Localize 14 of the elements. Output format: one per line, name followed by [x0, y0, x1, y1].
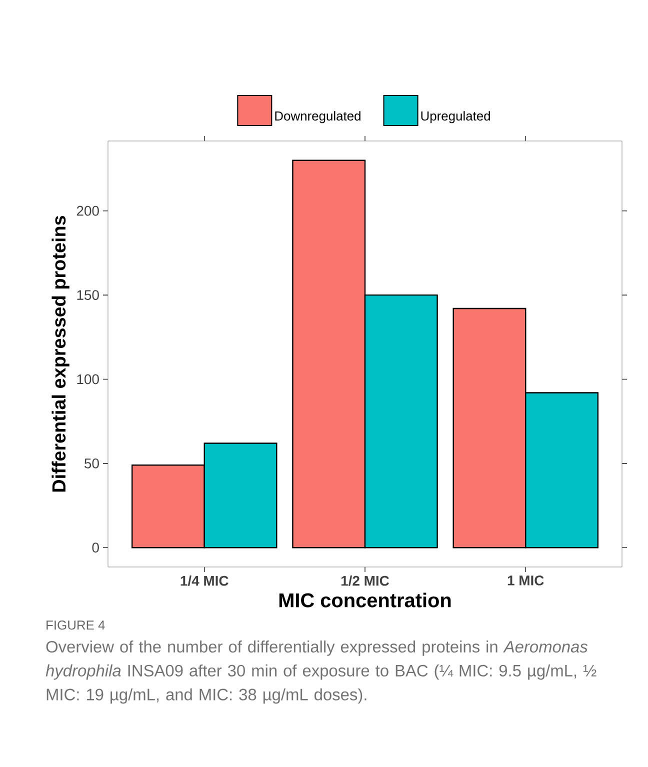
y-tick-label: 100 — [77, 374, 99, 384]
y-tick-label: 200 — [76, 206, 99, 216]
y-tick-label: 150 — [77, 290, 99, 300]
text: Overview of the number of differentially expressed proteins in Aeromonas hydrophila INSA09 after 30 min of exposure to BAC (¼ MIC: 9.5 µg/mL, ½ MIC: 19 µg/mL, and MIC: 38 µg/mL doses). — [46, 640, 596, 704]
y-tick-label: 50 — [84, 458, 99, 468]
legend-label: Upregulated — [421, 111, 490, 124]
caption: FIGURE 4 — [46, 620, 105, 630]
y-axis-title: Differential expressed proteins — [52, 216, 70, 492]
y-tick-label: 0 — [92, 542, 99, 553]
x-tick-label: 1 MIC — [508, 576, 544, 586]
x-tick-label: 1/4 MIC — [180, 576, 228, 586]
legend-label: Downregulated — [275, 111, 360, 124]
x-axis-title: MIC concentration — [279, 592, 451, 608]
x-tick-label: 1/2 MIC — [341, 576, 390, 586]
